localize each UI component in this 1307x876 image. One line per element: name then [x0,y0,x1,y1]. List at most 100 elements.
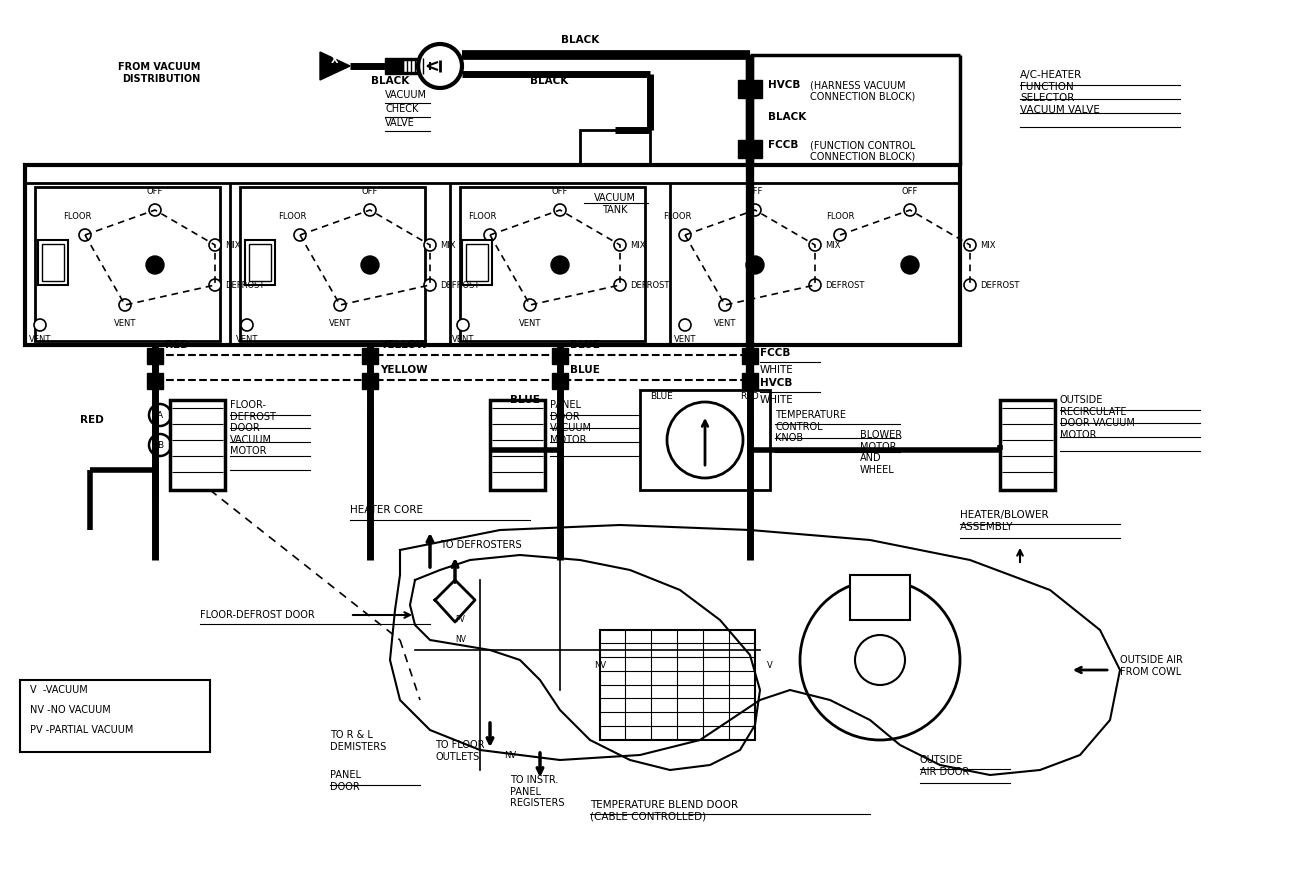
Text: FLOOR: FLOOR [826,212,855,221]
Text: HEATER/BLOWER
ASSEMBLY: HEATER/BLOWER ASSEMBLY [961,510,1048,532]
Bar [467,244,488,281]
Bar [460,187,644,341]
Text: BLOWER
MOTOR
AND
WHEEL: BLOWER MOTOR AND WHEEL [860,430,902,475]
Bar [362,373,378,389]
Circle shape [457,319,469,331]
Text: A/C-HEATER
FUNCTION
SELECTOR
VACUUM VALVE: A/C-HEATER FUNCTION SELECTOR VACUUM VALV… [1019,70,1100,115]
Text: FLOOR: FLOOR [63,212,91,221]
Text: WHITE: WHITE [759,365,793,375]
Text: FLOOR-
DEFROST
DOOR
VACUUM
MOTOR: FLOOR- DEFROST DOOR VACUUM MOTOR [230,400,276,456]
Text: OUTSIDE
AIR DOOR: OUTSIDE AIR DOOR [920,755,970,777]
Text: PANEL
DOOR
VACUUM
MOTOR: PANEL DOOR VACUUM MOTOR [550,400,592,445]
Circle shape [149,404,171,426]
Bar [1000,400,1055,490]
Text: FCCB: FCCB [769,140,799,150]
Circle shape [418,44,461,88]
Circle shape [809,239,821,251]
Text: OUTSIDE AIR
FROM COWL: OUTSIDE AIR FROM COWL [1120,655,1183,676]
Text: (HARNESS VACUUM
CONNECTION BLOCK): (HARNESS VACUUM CONNECTION BLOCK) [810,80,915,102]
Circle shape [746,256,765,274]
Bar [552,348,569,364]
Text: HVCB: HVCB [769,80,800,90]
Text: RED: RED [740,392,759,401]
Bar [640,390,770,490]
Bar [25,165,961,345]
Circle shape [524,299,536,311]
Text: FLOOR: FLOOR [278,212,306,221]
Text: FLOOR: FLOOR [468,212,497,221]
Text: VENT: VENT [674,335,697,344]
Text: BLACK: BLACK [371,76,409,86]
Circle shape [149,204,161,216]
Text: BLACK: BLACK [769,112,806,122]
Bar [738,140,762,158]
Bar [403,72,427,74]
Text: NV: NV [593,661,606,669]
Bar [742,348,758,364]
Circle shape [240,319,254,331]
Text: MIX: MIX [225,241,240,250]
Bar [20,680,210,752]
Circle shape [34,319,46,331]
Text: VENT: VENT [235,335,259,344]
Text: B: B [157,441,163,449]
Text: YELLOW: YELLOW [380,365,427,375]
Circle shape [800,580,961,740]
Text: BLUE: BLUE [570,365,600,375]
Circle shape [361,256,379,274]
Bar [461,240,491,285]
Text: V  -VACUUM: V -VACUUM [30,685,88,695]
Circle shape [719,299,731,311]
Circle shape [855,635,904,685]
Text: DEFROST: DEFROST [630,280,669,289]
Text: MIX: MIX [440,241,456,250]
Circle shape [209,279,221,291]
Text: CHECK: CHECK [386,104,418,114]
Text: NV: NV [455,635,467,645]
Bar [403,58,427,60]
Text: YELLOW: YELLOW [380,340,427,350]
Text: MIX: MIX [630,241,646,250]
Text: OFF: OFF [362,187,378,196]
Text: VENT: VENT [452,335,474,344]
Circle shape [423,239,437,251]
Bar [146,348,163,364]
Bar [738,80,762,98]
Circle shape [484,229,495,241]
Text: HVCB: HVCB [759,378,792,388]
Circle shape [119,299,131,311]
Text: NV: NV [505,751,516,759]
Text: DEFROST: DEFROST [825,280,864,289]
Text: TEMPERATURE BLEND DOOR
(CABLE CONTROLLED): TEMPERATURE BLEND DOOR (CABLE CONTROLLED… [589,800,738,822]
Bar [386,58,403,74]
Bar [146,373,163,389]
Circle shape [365,204,376,216]
Bar [38,240,68,285]
Bar [600,630,755,740]
Text: PV -PARTIAL VACUUM: PV -PARTIAL VACUUM [30,725,133,735]
Text: VACUUM
TANK: VACUUM TANK [593,193,637,215]
Text: BLACK: BLACK [561,35,599,45]
Bar [490,400,545,490]
Circle shape [680,229,691,241]
Bar [362,348,378,364]
Text: VENT: VENT [29,335,51,344]
Text: VENT: VENT [714,319,736,328]
Text: TEMPERATURE
CONTROL
KNOB: TEMPERATURE CONTROL KNOB [775,410,846,443]
Text: WHITE: WHITE [759,395,793,405]
Text: TO R & L
DEMISTERS: TO R & L DEMISTERS [329,730,387,752]
Circle shape [904,204,916,216]
Circle shape [146,256,163,274]
Circle shape [423,279,437,291]
Circle shape [965,239,976,251]
Text: VACUUM: VACUUM [386,90,427,100]
Circle shape [294,229,306,241]
Text: BLUE: BLUE [570,340,600,350]
Bar [244,240,274,285]
Text: BLUE: BLUE [650,392,673,401]
Bar [552,373,569,389]
Bar [580,130,650,185]
Circle shape [78,229,91,241]
Text: (FUNCTION CONTROL
CONNECTION BLOCK): (FUNCTION CONTROL CONNECTION BLOCK) [810,140,915,161]
Bar [240,187,425,341]
